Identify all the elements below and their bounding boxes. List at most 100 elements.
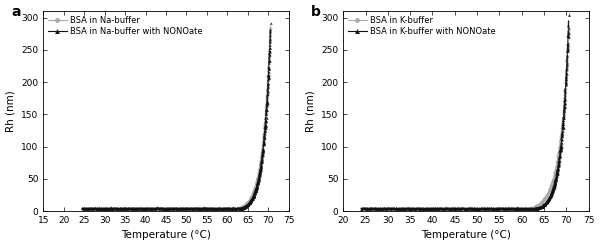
Point xyxy=(182,206,191,210)
Point xyxy=(381,206,391,210)
Point xyxy=(205,206,215,210)
Point xyxy=(220,206,229,210)
Point xyxy=(417,206,427,210)
Point xyxy=(176,206,186,210)
Point xyxy=(236,207,245,211)
Point xyxy=(541,196,550,200)
Point xyxy=(440,206,449,210)
Point xyxy=(123,206,133,210)
Point xyxy=(389,206,399,210)
Point xyxy=(455,206,465,210)
Point xyxy=(538,204,547,208)
Point xyxy=(256,167,266,171)
Point xyxy=(359,206,368,210)
Point xyxy=(451,206,460,210)
Point xyxy=(364,206,374,210)
Point xyxy=(532,204,542,208)
Point xyxy=(263,94,272,98)
Point xyxy=(175,206,185,210)
Point xyxy=(532,207,541,211)
Point xyxy=(485,206,494,210)
Point xyxy=(532,206,542,210)
Point xyxy=(443,206,453,210)
Point xyxy=(366,206,376,210)
Point xyxy=(254,176,263,180)
Point xyxy=(239,205,248,209)
Point xyxy=(544,190,553,194)
Point xyxy=(541,201,550,205)
Point xyxy=(256,155,266,159)
Point xyxy=(562,58,571,62)
Point xyxy=(94,206,104,210)
Point xyxy=(560,98,569,102)
Point xyxy=(556,140,566,144)
Point xyxy=(250,188,260,192)
Point xyxy=(563,36,573,40)
Point xyxy=(392,206,401,210)
Point xyxy=(214,206,224,210)
Point xyxy=(235,206,244,210)
Point xyxy=(548,188,557,192)
Point xyxy=(537,200,547,204)
Point xyxy=(112,206,121,210)
Point xyxy=(78,206,88,210)
Point xyxy=(537,205,547,209)
Point xyxy=(241,204,250,208)
Point xyxy=(147,206,157,210)
Point xyxy=(373,206,382,210)
Point xyxy=(239,204,248,208)
Point xyxy=(154,207,164,211)
Point xyxy=(151,206,161,210)
Point xyxy=(248,195,258,199)
Point xyxy=(468,207,478,211)
Point xyxy=(556,132,566,136)
Point xyxy=(237,205,247,209)
Point xyxy=(207,207,217,211)
Point xyxy=(542,192,552,196)
Point xyxy=(554,153,563,157)
Point xyxy=(256,156,266,160)
Point xyxy=(562,67,571,71)
Point xyxy=(246,198,256,201)
Point xyxy=(260,111,270,115)
Point xyxy=(494,207,504,211)
Point xyxy=(364,207,373,211)
Point xyxy=(87,207,97,211)
Point xyxy=(236,206,246,210)
Point xyxy=(100,206,109,210)
Point xyxy=(523,206,533,210)
Point xyxy=(509,206,518,210)
Point xyxy=(384,206,394,210)
Point xyxy=(251,189,261,193)
Point xyxy=(548,176,558,180)
Point xyxy=(494,206,504,210)
Point xyxy=(545,187,554,191)
Point xyxy=(487,206,497,210)
Point xyxy=(253,178,263,182)
Point xyxy=(517,207,527,211)
Point xyxy=(529,206,538,210)
Point xyxy=(524,207,533,211)
Point xyxy=(400,206,409,210)
Point xyxy=(131,206,141,210)
Point xyxy=(534,206,544,210)
Point xyxy=(547,191,556,195)
Point xyxy=(132,206,142,210)
Point xyxy=(227,206,237,210)
Point xyxy=(533,206,542,210)
Point xyxy=(102,206,112,210)
Point xyxy=(559,101,569,105)
Point xyxy=(383,206,393,210)
Point xyxy=(409,207,418,211)
Point xyxy=(185,206,194,210)
Point xyxy=(209,206,218,210)
Point xyxy=(540,201,550,205)
Point xyxy=(422,206,432,210)
Point xyxy=(412,207,421,211)
Point xyxy=(537,200,547,204)
Point xyxy=(503,206,512,210)
Point xyxy=(157,206,167,210)
Point xyxy=(230,207,239,211)
Point xyxy=(360,206,370,210)
Point xyxy=(261,104,271,108)
